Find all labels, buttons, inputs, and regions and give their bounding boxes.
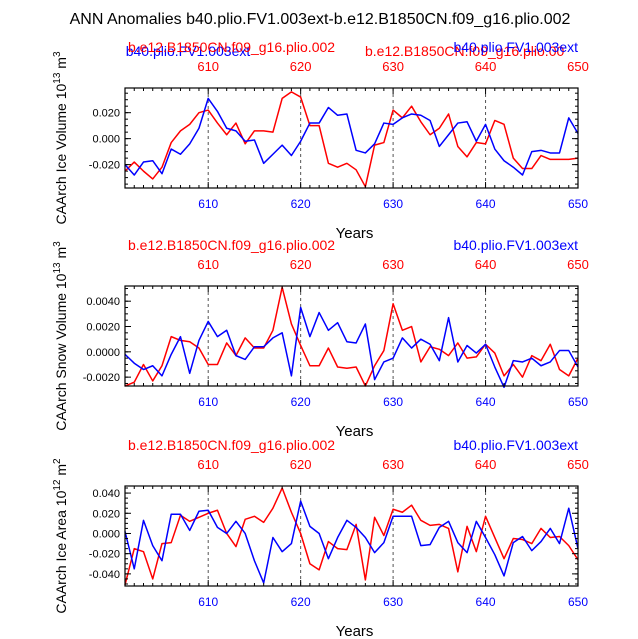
x-tick-label-bottom: 620 [291, 395, 311, 409]
y-axis-unit-name: m [53, 57, 69, 73]
x-tick-label-bottom: 650 [568, 395, 588, 409]
chart-panel-2: 610 610 620 620 630 630 640 640 650 650 -0.0020 0.0… [52, 237, 589, 440]
x-tick-label-top: 610 [197, 457, 219, 472]
x-tick-label-top: 650 [567, 257, 589, 272]
series-label-blue: b40.plio.FV1.003ext [453, 437, 578, 453]
y-axis-unit-name-exp: 3 [52, 51, 63, 57]
x-tick-label-top: 640 [475, 59, 497, 74]
series-line-red [124, 286, 579, 387]
x-tick-label-top: 630 [382, 257, 404, 272]
plot-frame [124, 285, 579, 387]
x-axis-title: Years [336, 623, 374, 639]
y-tick-label: 0.000 [92, 528, 120, 540]
y-axis-name: CAArch Ice Area [53, 506, 69, 613]
x-tick-label-bottom: 640 [476, 197, 496, 211]
y-axis-unit-name: m [53, 464, 69, 480]
y-axis-unit-base: 10 [53, 490, 69, 506]
series-line-blue [124, 97, 579, 176]
x-tick-label-bottom: 610 [198, 395, 218, 409]
x-tick-label-bottom: 630 [383, 595, 403, 609]
x-axis-title: Years [336, 225, 374, 242]
x-tick-label-bottom: 630 [383, 395, 403, 409]
chart-panel-1: 610 610 620 620 630 630 640 640 650 650 -0.020 0.00… [52, 39, 589, 242]
y-axis-title: CAArch Ice Volume 1013 m3 [52, 51, 69, 225]
x-tick-label-top: 620 [290, 457, 312, 472]
series-label-blue: b40.plio.FV1.003ext [453, 39, 578, 55]
x-tick-label-top: 620 [290, 257, 312, 272]
y-tick-label: 0.0040 [86, 296, 120, 308]
series-label-red: b.e12.B1850CN.f09_g16.plio.002 [128, 437, 335, 453]
overlap-label-red: b.e12.B1850CN.f09_g16.plio.00 [365, 43, 564, 59]
x-tick-label-bottom: 620 [291, 197, 311, 211]
x-tick-label-bottom: 650 [568, 197, 588, 211]
y-axis-name: CAArch Ice Volume [53, 99, 69, 224]
y-axis-unit-exp: 13 [52, 262, 63, 274]
series-line-red [124, 487, 579, 586]
y-tick-label: -0.040 [89, 569, 120, 581]
x-tick-label-top: 630 [382, 457, 404, 472]
chart-panel-3: 610 610 620 620 630 630 640 640 650 650 -0.040 -0.0… [52, 437, 589, 639]
x-tick-label-top: 620 [290, 59, 312, 74]
y-axis-unit-name: m [53, 247, 69, 263]
x-axis-title: Years [336, 423, 374, 440]
series-line-blue [124, 306, 579, 389]
y-axis-title: CAArch Ice Area 1012 m2 [52, 458, 69, 614]
y-tick-label: -0.020 [89, 549, 120, 561]
y-axis-unit-base: 10 [53, 273, 69, 289]
y-axis-unit-name-exp: 3 [52, 241, 63, 247]
x-tick-label-bottom: 610 [198, 197, 218, 211]
x-tick-label-top: 650 [567, 457, 589, 472]
x-tick-label-bottom: 620 [291, 595, 311, 609]
y-tick-label: 0.020 [92, 508, 120, 520]
y-tick-label: 0.0020 [86, 322, 120, 334]
y-tick-label: 0.000 [92, 134, 120, 146]
x-tick-label-bottom: 630 [383, 197, 403, 211]
x-tick-label-bottom: 610 [198, 595, 218, 609]
y-tick-label: -0.020 [89, 160, 120, 172]
x-tick-label-bottom: 650 [568, 595, 588, 609]
series-label-red: b.e12.B1850CN.f09_g16.plio.002 [128, 39, 335, 55]
x-tick-label-bottom: 640 [476, 595, 496, 609]
y-tick-label: 0.0000 [86, 347, 120, 359]
x-tick-label-top: 650 [567, 59, 589, 74]
y-tick-label: -0.0020 [83, 372, 120, 384]
plot-frame [124, 87, 579, 189]
y-axis-unit-name-exp: 2 [52, 458, 63, 464]
y-tick-label: 0.040 [92, 488, 120, 500]
figure-title: ANN Anomalies b40.plio.FV1.003ext-b.e12.… [70, 11, 571, 28]
y-tick-label: 0.020 [92, 108, 120, 120]
series-label-red: b.e12.B1850CN.f09_g16.plio.002 [128, 237, 335, 253]
y-axis-title: CAArch Snow Volume 1013 m3 [52, 241, 69, 431]
chart-panels: 610 610 620 620 630 630 640 640 650 650 -0.020 0.00… [52, 39, 589, 639]
series-label-blue: b40.plio.FV1.003ext [453, 237, 578, 253]
y-axis-name: CAArch Snow Volume [53, 289, 69, 431]
plot-frame [124, 485, 579, 587]
x-tick-label-top: 610 [197, 257, 219, 272]
x-tick-label-top: 630 [382, 59, 404, 74]
x-tick-label-bottom: 640 [476, 395, 496, 409]
y-axis-unit-base: 10 [53, 83, 69, 99]
y-axis-unit-exp: 13 [52, 72, 63, 84]
x-tick-label-top: 610 [197, 59, 219, 74]
series-line-blue [124, 500, 579, 584]
x-tick-label-top: 640 [475, 257, 497, 272]
y-axis-unit-exp: 12 [52, 479, 63, 491]
x-tick-label-top: 640 [475, 457, 497, 472]
series-line-red [124, 91, 579, 188]
overlap-label-blue: b40.plio.FV1.003ext [126, 43, 251, 59]
